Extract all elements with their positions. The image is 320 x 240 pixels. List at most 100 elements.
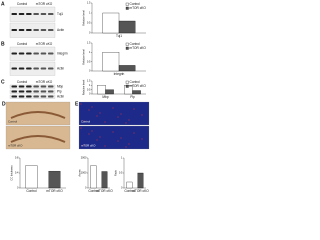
y-axis-label: CC thickness (10, 165, 14, 181)
y-tick-label: 1 (89, 50, 91, 54)
y-tick-label: 1 (89, 11, 91, 15)
x-tick-label: Control (124, 189, 135, 193)
band-label: Actin (57, 28, 64, 32)
y-tick-label: 0.5 (87, 59, 91, 63)
panel-letter: C (1, 79, 5, 85)
blot-band (48, 52, 54, 55)
signal (96, 139, 98, 141)
blot-band (18, 90, 25, 93)
blot-band (26, 13, 32, 15)
signal (80, 103, 82, 105)
x-tick-label: Plp (130, 95, 135, 99)
y-tick-label: 1.5 (87, 1, 91, 5)
blot-band (40, 85, 47, 88)
legend-swatch (125, 42, 129, 46)
blot-band (18, 85, 25, 88)
signal (80, 127, 82, 129)
blot-strip (9, 22, 56, 38)
band-label: Actin (57, 95, 64, 99)
blot-band (40, 29, 47, 31)
image-label: Control (81, 120, 90, 124)
blot-band (18, 29, 25, 31)
panel-letter: A (1, 1, 5, 7)
signal (133, 108, 135, 110)
legend-label: mTOR cKO (130, 84, 147, 88)
y-tick-label: 0 (89, 92, 91, 96)
blot-strip (9, 46, 56, 61)
legend-swatch (125, 2, 129, 6)
blot-strip (9, 61, 56, 76)
signal (91, 106, 93, 108)
lane-label: mTOR cKO (36, 80, 53, 84)
blot-band (11, 13, 17, 15)
legend-label: Control (130, 2, 141, 6)
y-tick-label: 0.5 (87, 21, 91, 25)
bar (90, 165, 97, 189)
signal (133, 132, 135, 134)
signal (112, 131, 114, 133)
y-axis-label: Relative level (82, 49, 86, 65)
blot-band (33, 95, 39, 98)
blot-band (11, 67, 17, 70)
legend-swatch (125, 84, 129, 88)
y-tick-label: 0 (85, 186, 87, 190)
blot-strip (9, 94, 56, 99)
legend-swatch (125, 6, 129, 10)
bar (101, 171, 108, 189)
blot-band (48, 85, 54, 88)
bar (102, 12, 120, 34)
signal (88, 133, 90, 135)
x-tick-label: mTOR cKO (46, 189, 63, 193)
blot-band (33, 67, 39, 70)
x-tick-label: Control (88, 189, 99, 193)
signal (117, 140, 119, 142)
x-tick-label: Mbp (102, 95, 108, 99)
bar (126, 181, 133, 189)
signal (91, 130, 93, 132)
bar (118, 65, 136, 72)
x-tick-label: mTOR cKO (132, 189, 149, 193)
image-label: Control (8, 120, 17, 124)
panel-letter: B (1, 41, 5, 47)
micrograph (5, 125, 71, 150)
y-axis-label: Relative level (82, 10, 86, 26)
y-axis-label: Ratio (114, 169, 118, 176)
blot-band (26, 67, 32, 70)
blot-band (11, 95, 17, 98)
y-tick-label: 0.4 (15, 171, 19, 175)
y-tick-label: 0 (121, 186, 123, 190)
blot-band (18, 95, 25, 98)
band-label: Plp (57, 90, 62, 94)
blot-band (26, 90, 32, 93)
bar (137, 172, 144, 189)
blot-band (33, 13, 39, 15)
y-tick-label: 2000 (81, 156, 87, 160)
blot-band (11, 85, 17, 88)
band-label: Mbp (57, 85, 63, 89)
x-tick-label: Control (26, 189, 37, 193)
legend-label: Control (130, 80, 141, 84)
x-tick-label: Tuj1 (116, 34, 122, 38)
blot-band (33, 52, 39, 55)
bar (97, 85, 106, 95)
image-label: mTOR cKO (8, 144, 23, 148)
blot-band (18, 52, 25, 55)
blot-band (40, 95, 47, 98)
signal (99, 136, 101, 138)
signal (141, 138, 143, 140)
signal (104, 121, 106, 123)
blot-band (33, 85, 39, 88)
signal (128, 119, 130, 121)
blot-band (26, 29, 32, 31)
signal (83, 120, 85, 122)
lane-label: Control (17, 80, 28, 84)
micrograph (5, 101, 71, 126)
blot-band (26, 95, 32, 98)
blot-band (48, 90, 54, 93)
blot-strip (9, 6, 56, 22)
y-tick-label: 0.8 (15, 156, 19, 160)
lane-label: mTOR cKO (36, 42, 53, 46)
band-label: Tuj1 (57, 12, 63, 16)
lane-label: mTOR cKO (36, 2, 53, 6)
